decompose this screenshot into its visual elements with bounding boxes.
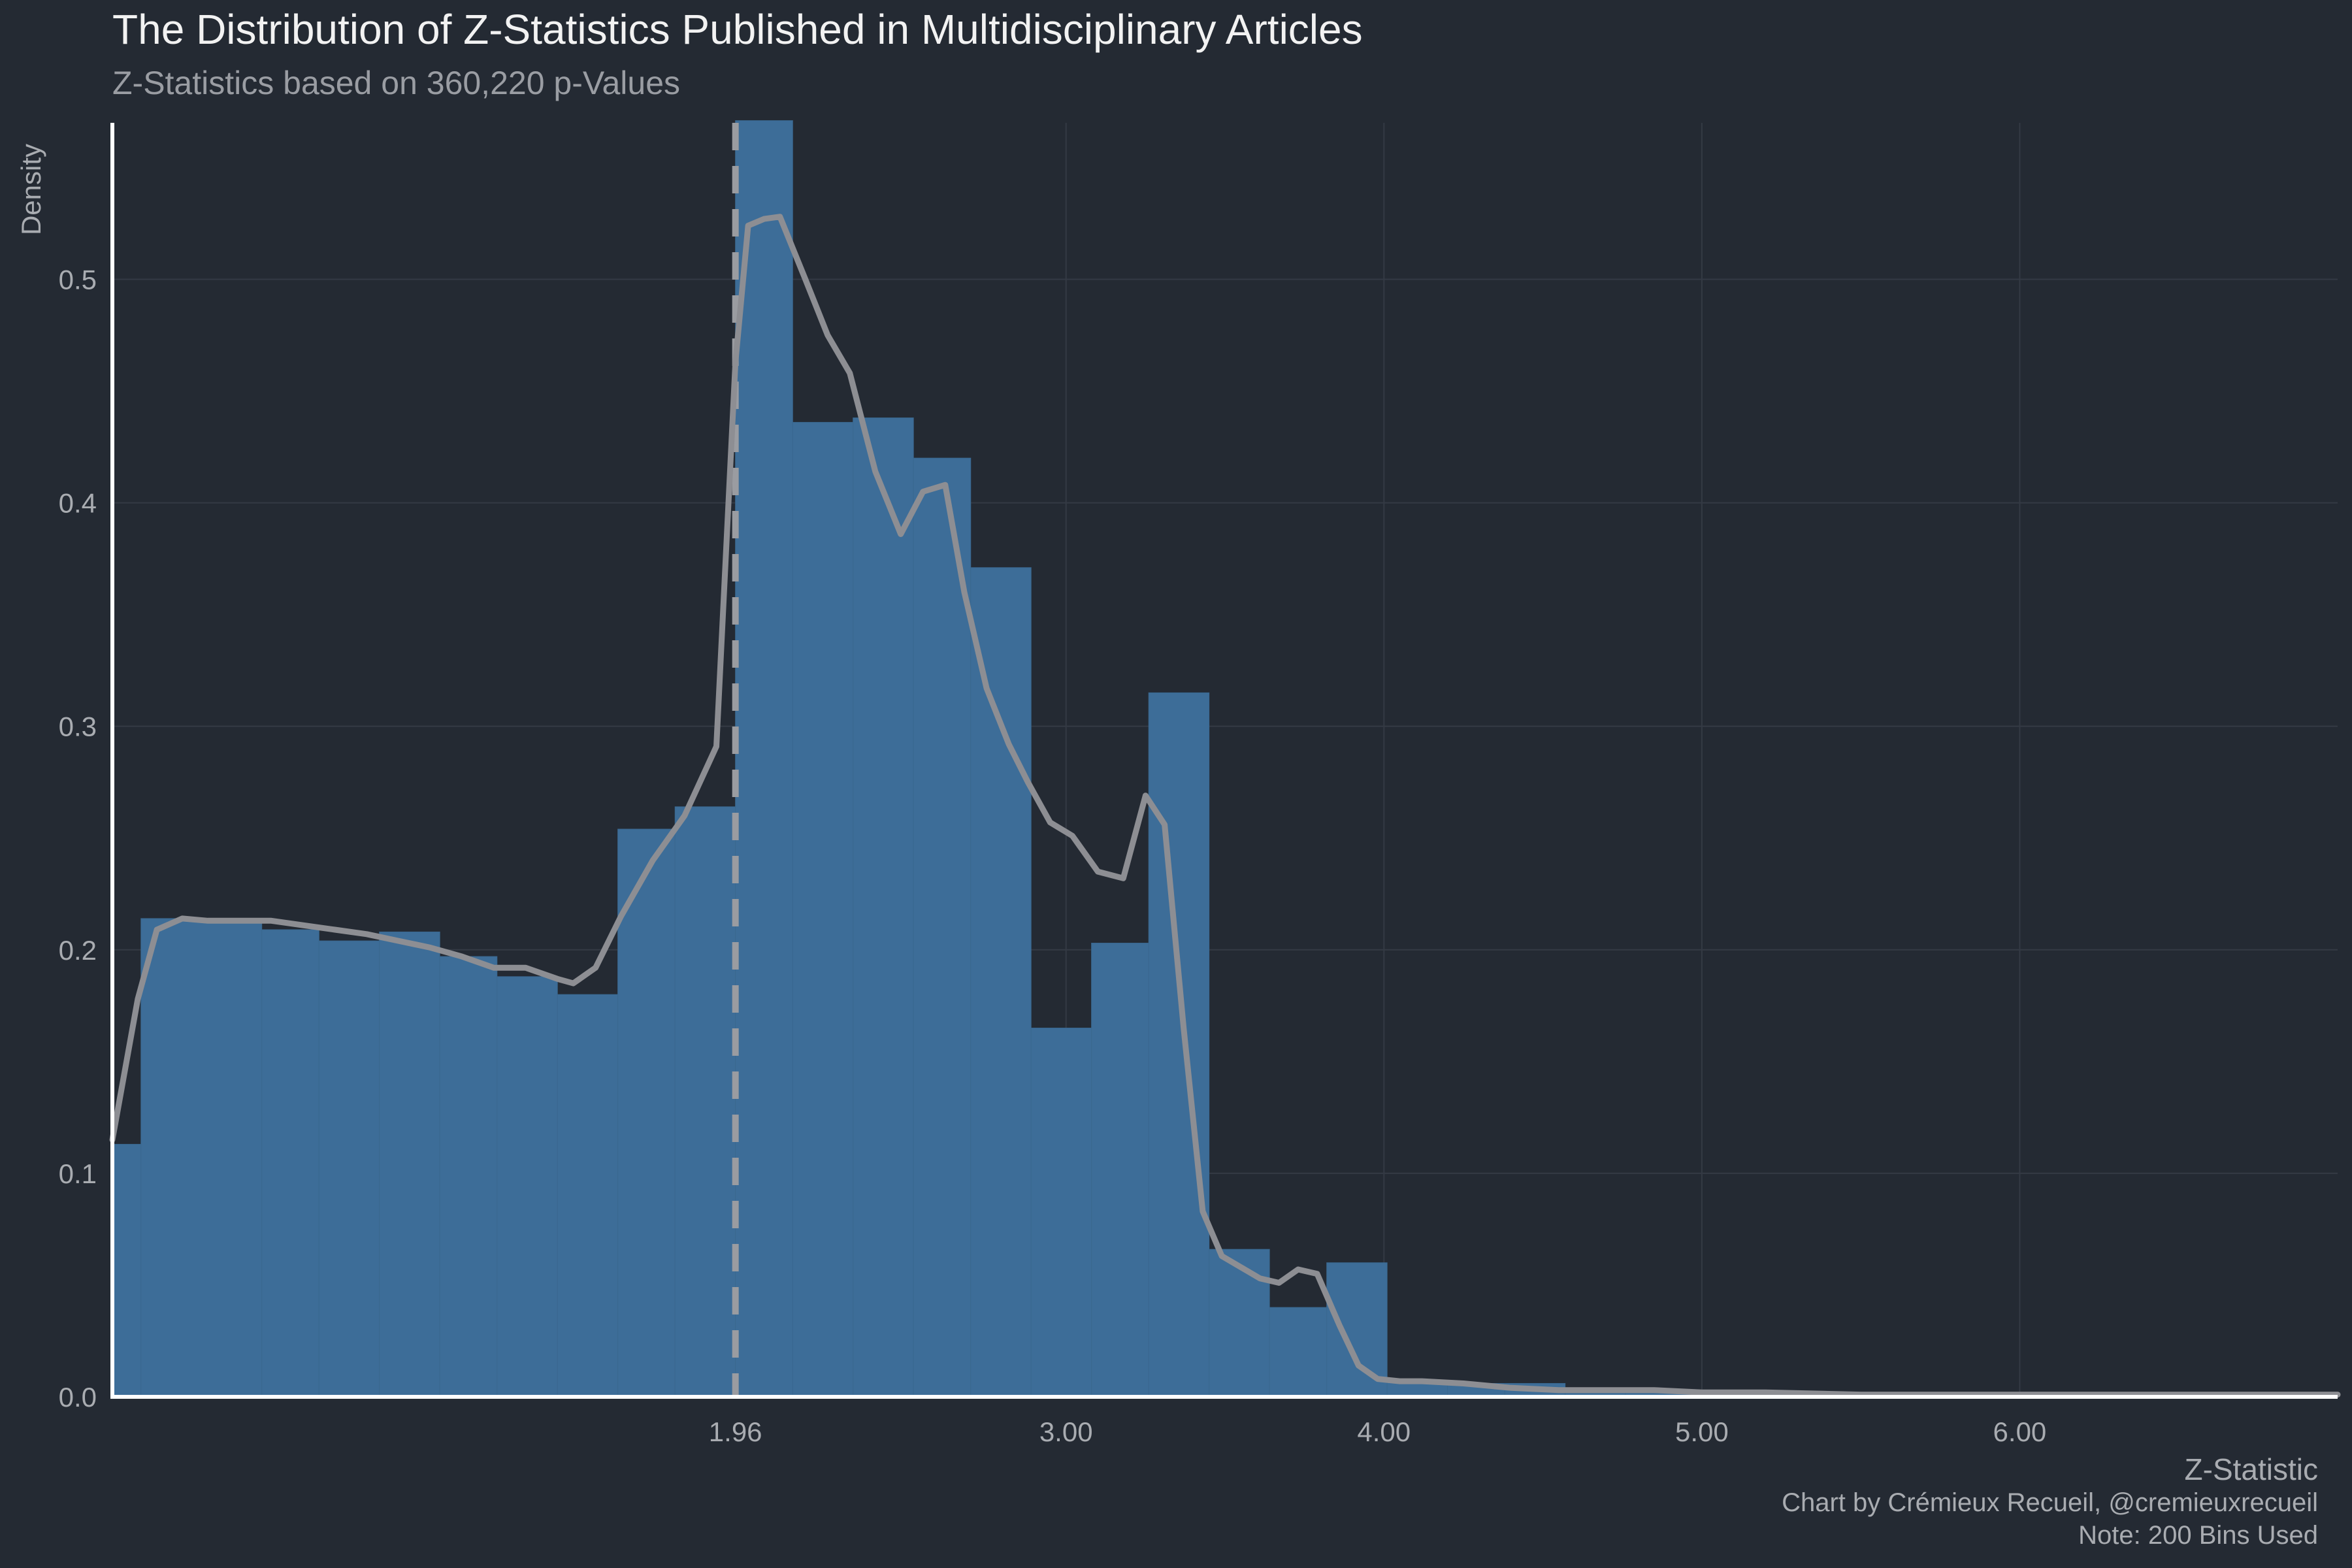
- chart-subtitle: Z-Statistics based on 360,220 p-Values: [112, 65, 681, 101]
- caption-credit: Chart by Crémieux Recueil, @cremieuxrecu…: [1782, 1488, 2318, 1517]
- histogram-bar: [497, 976, 558, 1397]
- histogram-bar: [379, 931, 440, 1397]
- x-tick-label: 6.00: [1993, 1416, 2047, 1447]
- density-curve-layer: [109, 214, 2341, 1398]
- histogram-bar: [1326, 1262, 1388, 1397]
- histogram-bar: [970, 567, 1032, 1397]
- histogram-bar: [617, 828, 676, 1397]
- histogram-bar: [261, 929, 319, 1397]
- histogram-bar: [1091, 943, 1149, 1397]
- histogram-bar: [853, 417, 914, 1397]
- density-curve: [109, 214, 2341, 1398]
- histogram-bar: [112, 1143, 142, 1397]
- y-tick-label: 0.2: [59, 935, 97, 966]
- axes: [110, 123, 2338, 1399]
- x-tick-label: 4.00: [1357, 1416, 1411, 1447]
- y-tick-label: 0.3: [59, 711, 97, 742]
- histogram-bar: [140, 918, 263, 1397]
- tick-labels: 0.0 0.1 0.2 0.3 0.4 0.5 1.96 3.00 4.00 5.00 6.00: [59, 264, 2047, 1447]
- y-tick-label: 0.5: [59, 264, 97, 295]
- histogram-bar: [439, 956, 498, 1397]
- y-axis-title: Density: [16, 144, 46, 235]
- histogram-bar: [913, 457, 972, 1397]
- x-tick-label: 5.00: [1675, 1416, 1729, 1447]
- histogram-bar: [1148, 692, 1210, 1397]
- histogram-bar: [792, 421, 854, 1397]
- x-tick-label: 3.00: [1039, 1416, 1093, 1447]
- histogram-bar: [674, 806, 736, 1397]
- histogram-bar: [318, 940, 380, 1397]
- histogram-bar: [1209, 1249, 1270, 1397]
- y-tick-label: 0.0: [59, 1382, 97, 1413]
- histogram-bars: [112, 120, 2338, 1397]
- histogram-bar: [557, 994, 619, 1397]
- chart-title: The Distribution of Z-Statistics Publish…: [112, 6, 1363, 53]
- x-tick-label: 1.96: [709, 1416, 762, 1447]
- x-axis-title: Z-Statistic: [2184, 1452, 2318, 1486]
- histogram-bar: [1030, 1028, 1092, 1397]
- histogram-bar: [1269, 1307, 1328, 1397]
- y-tick-label: 0.1: [59, 1158, 97, 1189]
- histogram-bar: [735, 120, 793, 1397]
- y-tick-label: 0.4: [59, 488, 97, 519]
- caption-note: Note: 200 Bins Used: [2078, 1521, 2318, 1550]
